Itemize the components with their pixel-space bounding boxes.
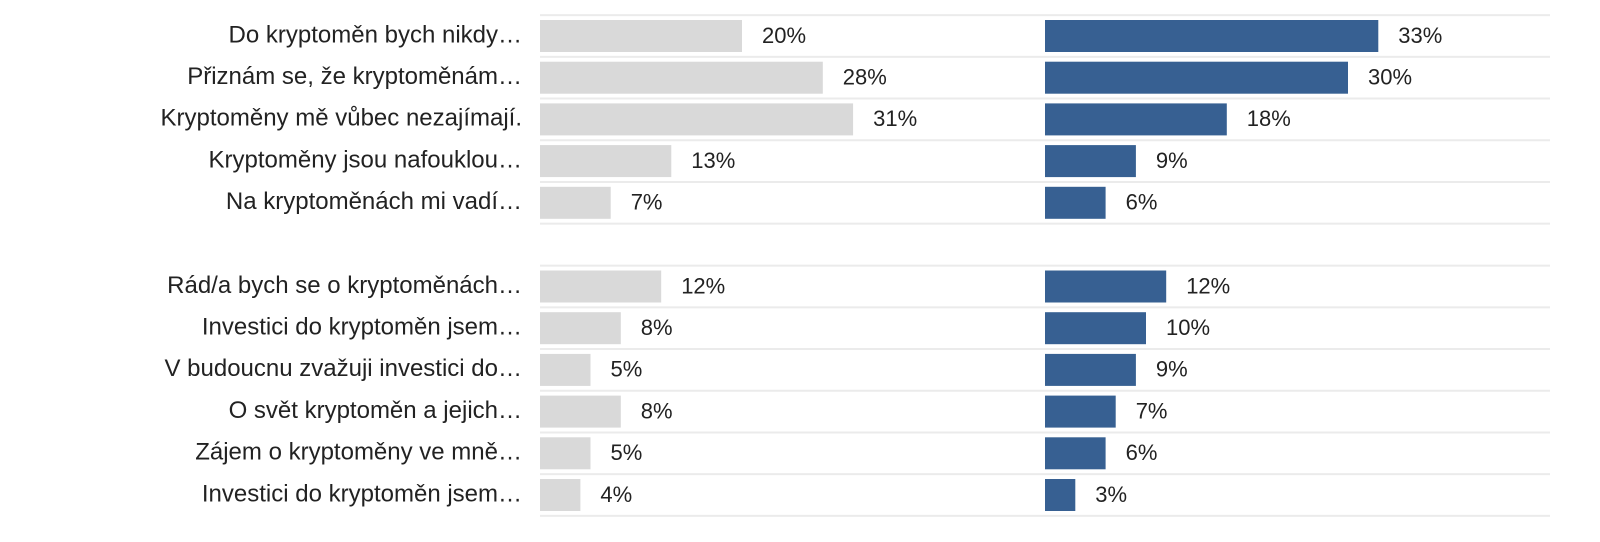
value-label: 7% — [631, 190, 663, 215]
bar — [540, 353, 591, 386]
bar — [540, 395, 621, 428]
bar — [540, 270, 662, 303]
value-label: 18% — [1247, 106, 1291, 131]
category-label: Rád/a bych se o kryptoměnách… — [167, 272, 522, 299]
value-label: 33% — [1398, 23, 1442, 48]
bar — [1045, 20, 1379, 52]
category-label: Zájem o kryptoměny ve mně… — [195, 439, 522, 466]
bar — [540, 479, 581, 511]
value-label: 6% — [1126, 190, 1158, 215]
value-label: 8% — [641, 398, 673, 423]
value-label: 28% — [843, 65, 887, 90]
value-label: 9% — [1156, 357, 1188, 382]
bar — [1045, 437, 1106, 470]
bar — [540, 186, 611, 219]
bar — [1045, 103, 1227, 136]
value-label: 7% — [1136, 398, 1168, 423]
bar — [540, 20, 742, 52]
bar — [1045, 145, 1136, 178]
value-label: 12% — [1186, 273, 1230, 298]
bar — [540, 103, 854, 136]
value-label: 8% — [641, 315, 673, 340]
category-label: O svět kryptoměn a jejich… — [229, 397, 522, 424]
bar — [1045, 270, 1167, 303]
value-label: 4% — [600, 482, 632, 507]
value-label: 5% — [611, 357, 643, 382]
value-label: 10% — [1166, 315, 1210, 340]
bar — [540, 145, 672, 178]
category-label: Přiznám se, že kryptoměnám… — [187, 63, 522, 90]
value-label: 13% — [691, 148, 735, 173]
category-label: Do kryptoměn bych nikdy… — [229, 21, 522, 48]
value-label: 12% — [681, 273, 725, 298]
value-label: 30% — [1368, 65, 1412, 90]
bar — [1045, 61, 1348, 94]
bar — [540, 61, 823, 94]
category-label: Kryptoměny mě vůbec nezajímají. — [161, 105, 523, 132]
bar — [1045, 479, 1076, 511]
value-label: 3% — [1095, 482, 1127, 507]
value-label: 5% — [611, 440, 643, 465]
category-label: Investici do kryptoměn jsem… — [202, 480, 522, 507]
bar — [540, 312, 621, 345]
value-label: 31% — [873, 106, 917, 131]
category-label: Kryptoměny jsou nafouklou… — [209, 146, 523, 173]
bar — [1045, 312, 1146, 345]
bar — [1045, 186, 1106, 219]
value-label: 6% — [1126, 440, 1158, 465]
category-label: Investici do kryptoměn jsem… — [202, 314, 522, 341]
bar — [540, 437, 591, 470]
bar — [1045, 353, 1136, 386]
value-label: 20% — [762, 23, 806, 48]
category-label: Na kryptoměnách mi vadí… — [226, 188, 522, 215]
bar — [1045, 395, 1116, 428]
category-label: V budoucnu zvažuji investici do… — [164, 355, 522, 382]
value-label: 9% — [1156, 148, 1188, 173]
